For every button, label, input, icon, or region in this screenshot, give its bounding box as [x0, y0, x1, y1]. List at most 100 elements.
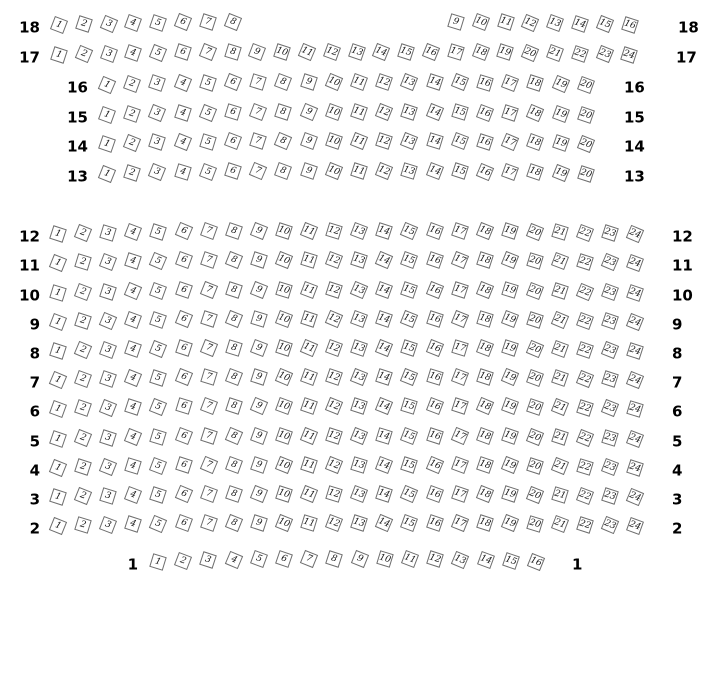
seat-row4-10[interactable]: 10 — [274, 455, 294, 474]
seat-row12-5[interactable]: 5 — [149, 222, 168, 241]
seat-row7-22[interactable]: 22 — [575, 369, 595, 388]
seat-row12-14[interactable]: 14 — [375, 221, 394, 240]
seat-row18-2[interactable]: 2 — [74, 15, 93, 33]
seat-row15-19[interactable]: 19 — [551, 104, 570, 123]
seat-row9-16[interactable]: 16 — [425, 309, 444, 328]
seat-row5-6[interactable]: 6 — [174, 427, 193, 446]
seat-row4-21[interactable]: 21 — [550, 457, 570, 476]
seat-row6-7[interactable]: 7 — [199, 397, 218, 416]
seat-row15-1[interactable]: 1 — [98, 105, 116, 124]
seat-row6-13[interactable]: 13 — [350, 396, 369, 415]
seat-row10-5[interactable]: 5 — [149, 281, 168, 300]
seat-row6-21[interactable]: 21 — [550, 398, 570, 417]
seat-row4-7[interactable]: 7 — [199, 455, 218, 475]
seat-row3-13[interactable]: 13 — [350, 484, 369, 503]
seat-row9-21[interactable]: 21 — [550, 310, 570, 330]
seat-row12-9[interactable]: 9 — [249, 221, 268, 240]
seat-row16-1[interactable]: 1 — [97, 75, 117, 94]
seat-row6-9[interactable]: 9 — [249, 396, 268, 415]
seat-row5-22[interactable]: 22 — [575, 428, 595, 447]
seat-row7-9[interactable]: 9 — [249, 367, 268, 386]
seat-row13-5[interactable]: 5 — [198, 162, 217, 181]
seat-row5-19[interactable]: 19 — [500, 427, 519, 446]
seat-row13-15[interactable]: 15 — [450, 162, 469, 180]
seat-row8-17[interactable]: 17 — [450, 339, 469, 357]
seat-row2-24[interactable]: 24 — [626, 516, 645, 535]
seat-row8-23[interactable]: 23 — [601, 340, 620, 360]
seat-row12-1[interactable]: 1 — [49, 224, 67, 243]
seat-row18-6[interactable]: 6 — [173, 13, 193, 32]
seat-row7-2[interactable]: 2 — [74, 370, 93, 388]
seat-row18-8[interactable]: 8 — [223, 12, 242, 32]
seat-row1-2[interactable]: 2 — [174, 551, 193, 570]
seat-row7-14[interactable]: 14 — [375, 367, 394, 386]
seat-row16-5[interactable]: 5 — [198, 73, 217, 92]
seat-row6-16[interactable]: 16 — [425, 396, 444, 415]
seat-row8-14[interactable]: 14 — [375, 338, 394, 357]
seat-row15-14[interactable]: 14 — [425, 102, 444, 122]
seat-row12-20[interactable]: 20 — [525, 222, 545, 241]
seat-row15-20[interactable]: 20 — [576, 105, 595, 124]
seat-row14-6[interactable]: 6 — [223, 132, 243, 151]
seat-row10-8[interactable]: 8 — [224, 281, 243, 299]
seat-row8-12[interactable]: 12 — [325, 338, 344, 357]
seat-row10-6[interactable]: 6 — [174, 281, 193, 300]
seat-row13-16[interactable]: 16 — [475, 162, 495, 181]
seat-row12-12[interactable]: 12 — [325, 221, 343, 240]
seat-row11-21[interactable]: 21 — [550, 252, 570, 271]
seat-row9-22[interactable]: 22 — [576, 311, 595, 330]
seat-row1-11[interactable]: 11 — [400, 549, 420, 568]
seat-row9-13[interactable]: 13 — [350, 309, 369, 328]
seat-row14-13[interactable]: 13 — [400, 131, 419, 150]
seat-row3-7[interactable]: 7 — [199, 485, 218, 504]
seat-row13-10[interactable]: 10 — [324, 161, 343, 180]
seat-row3-2[interactable]: 2 — [73, 486, 93, 506]
seat-row7-6[interactable]: 6 — [174, 368, 193, 387]
seat-row16-14[interactable]: 14 — [425, 73, 444, 91]
seat-row13-1[interactable]: 1 — [97, 164, 117, 183]
seat-row4-19[interactable]: 19 — [500, 456, 519, 475]
seat-row3-21[interactable]: 21 — [551, 486, 569, 504]
seat-row18-9[interactable]: 9 — [447, 13, 465, 31]
seat-row15-13[interactable]: 13 — [400, 102, 419, 121]
seat-row1-5[interactable]: 5 — [249, 550, 268, 569]
seat-row3-4[interactable]: 4 — [124, 486, 143, 505]
seat-row2-2[interactable]: 2 — [74, 516, 92, 534]
seat-row16-8[interactable]: 8 — [274, 72, 293, 91]
seat-row15-11[interactable]: 11 — [350, 102, 368, 121]
seat-row15-16[interactable]: 16 — [475, 103, 495, 122]
seat-row6-19[interactable]: 19 — [500, 397, 519, 416]
seat-row2-10[interactable]: 10 — [274, 513, 294, 532]
seat-row17-19[interactable]: 19 — [496, 43, 515, 62]
seat-row3-1[interactable]: 1 — [49, 487, 67, 506]
seat-row6-1[interactable]: 1 — [49, 399, 67, 418]
seat-row10-23[interactable]: 23 — [601, 283, 620, 301]
seat-row17-2[interactable]: 2 — [74, 44, 93, 64]
seat-row9-5[interactable]: 5 — [149, 310, 168, 329]
seat-row14-11[interactable]: 11 — [349, 131, 369, 150]
seat-row13-2[interactable]: 2 — [123, 164, 142, 182]
seat-row14-17[interactable]: 17 — [501, 132, 520, 152]
seat-row16-3[interactable]: 3 — [148, 74, 167, 93]
seat-row16-10[interactable]: 10 — [324, 72, 343, 91]
seat-row7-17[interactable]: 17 — [450, 367, 469, 386]
seat-row4-20[interactable]: 20 — [526, 456, 544, 475]
seat-row6-22[interactable]: 22 — [576, 398, 594, 417]
seat-row15-12[interactable]: 12 — [375, 102, 394, 121]
seat-row11-15[interactable]: 15 — [400, 250, 419, 269]
seat-row13-12[interactable]: 12 — [375, 161, 394, 180]
seat-row6-3[interactable]: 3 — [99, 398, 118, 417]
seat-row6-17[interactable]: 17 — [450, 397, 469, 415]
seat-row8-4[interactable]: 4 — [124, 340, 143, 359]
seat-row2-15[interactable]: 15 — [400, 513, 419, 532]
seat-row4-3[interactable]: 3 — [99, 457, 118, 476]
seat-row3-9[interactable]: 9 — [249, 484, 268, 503]
seat-row17-7[interactable]: 7 — [198, 43, 217, 62]
seat-row13-17[interactable]: 17 — [501, 162, 520, 181]
seat-row3-20[interactable]: 20 — [525, 485, 545, 504]
seat-row10-21[interactable]: 21 — [551, 282, 569, 300]
seat-row11-2[interactable]: 2 — [74, 253, 92, 271]
seat-row3-18[interactable]: 18 — [475, 485, 494, 504]
seat-row8-22[interactable]: 22 — [576, 340, 594, 359]
seat-row8-8[interactable]: 8 — [224, 339, 243, 357]
